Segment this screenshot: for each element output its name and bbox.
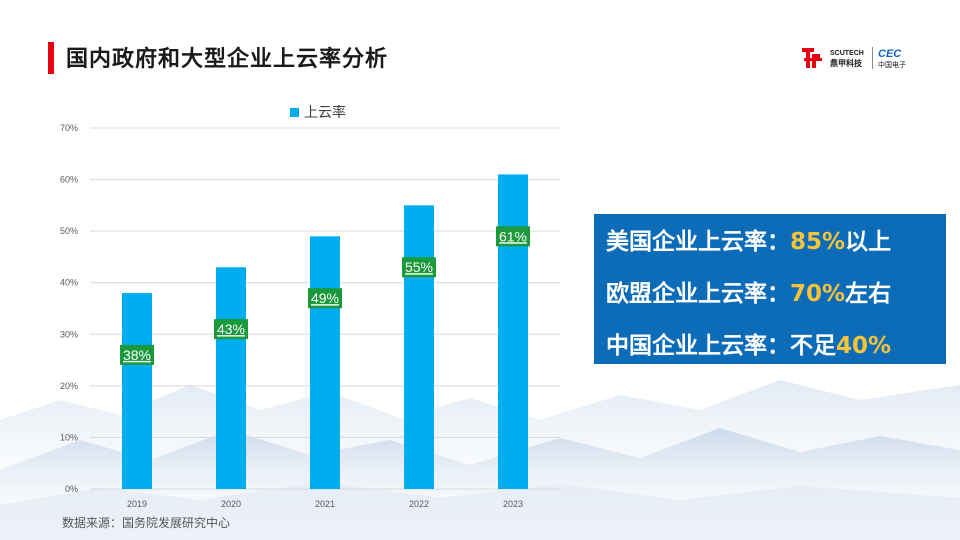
- stat-us-value: 85%: [790, 229, 846, 255]
- x-tick-label: 2022: [409, 499, 429, 509]
- logo-partner-cn: 中国电子: [878, 60, 906, 69]
- stat-eu-suffix: 左右: [845, 281, 892, 307]
- chart-y-ticks: 0% 10% 20% 30% 40% 50% 60% 70%: [60, 123, 78, 494]
- data-label-text: 43%: [217, 321, 245, 337]
- chart-bars: [122, 174, 528, 489]
- data-label: 55%: [402, 257, 436, 278]
- stat-eu-value: 70%: [790, 281, 846, 307]
- bar: [404, 205, 434, 489]
- data-label: 43%: [214, 319, 248, 340]
- stat-us-suffix: 以上: [845, 229, 892, 255]
- bar: [498, 174, 528, 489]
- stat-us: 美国企业上云率：85%以上: [606, 228, 946, 257]
- x-tick-label: 2019: [127, 499, 147, 509]
- y-tick-label: 20%: [60, 381, 78, 391]
- stat-eu: 欧盟企业上云率：70%左右: [606, 280, 946, 309]
- x-tick-label: 2021: [315, 499, 335, 509]
- logo-company: SCUTECH: [830, 50, 864, 57]
- stat-eu-prefix: 欧盟企业上云率：: [606, 281, 790, 307]
- y-tick-label: 70%: [60, 123, 78, 133]
- data-label: 49%: [308, 288, 342, 309]
- data-label-text: 55%: [405, 259, 433, 275]
- bar: [310, 236, 340, 489]
- data-label-text: 49%: [311, 290, 339, 306]
- data-label-text: 38%: [123, 347, 151, 363]
- data-label: 38%: [120, 344, 154, 365]
- data-label: 61%: [496, 226, 530, 247]
- data-source: 数据来源：国务院发展研究中心: [62, 516, 231, 530]
- stat-cn-prefix: 中国企业上云率：不足: [606, 333, 836, 359]
- stat-cn-value: 40%: [836, 333, 892, 359]
- y-tick-label: 0%: [65, 484, 78, 494]
- data-label-bg: [308, 288, 342, 309]
- data-label-bg: [120, 344, 154, 365]
- stat-cn: 中国企业上云率：不足40%: [606, 332, 946, 361]
- data-label-bg: [402, 257, 436, 278]
- chart-legend: 上云率: [290, 104, 346, 121]
- y-tick-label: 50%: [60, 226, 78, 236]
- legend-swatch: [290, 108, 299, 117]
- data-label-bg: [214, 319, 248, 340]
- chart-data-labels: 38% 43% 49% 55% 61%: [120, 226, 530, 365]
- y-tick-label: 10%: [60, 432, 78, 442]
- y-tick-label: 60%: [60, 175, 78, 185]
- bar: [216, 267, 246, 489]
- company-logo: SCUTECH 鼎甲科技 CEC 中国电子: [802, 47, 906, 69]
- scutech-logo-icon: [802, 48, 822, 68]
- logo-partner: CEC: [878, 48, 902, 60]
- x-tick-label: 2023: [503, 499, 523, 509]
- bar: [122, 293, 152, 489]
- legend-label: 上云率: [304, 104, 346, 121]
- x-tick-label: 2020: [221, 499, 241, 509]
- slide-title: 国内政府和大型企业上云率分析: [66, 47, 389, 72]
- title-accent-bar: [48, 42, 54, 74]
- stat-us-prefix: 美国企业上云率：: [606, 229, 790, 255]
- chart-x-ticks: 2019 2020 2021 2022 2023: [127, 499, 523, 509]
- stats-panel: 美国企业上云率：85%以上 欧盟企业上云率：70%左右 中国企业上云率：不足40…: [594, 214, 946, 364]
- data-label-bg: [496, 226, 530, 247]
- y-tick-label: 30%: [60, 329, 78, 339]
- data-label-text: 61%: [499, 228, 527, 244]
- logo-company-cn: 鼎甲科技: [830, 58, 863, 68]
- y-tick-label: 40%: [60, 278, 78, 288]
